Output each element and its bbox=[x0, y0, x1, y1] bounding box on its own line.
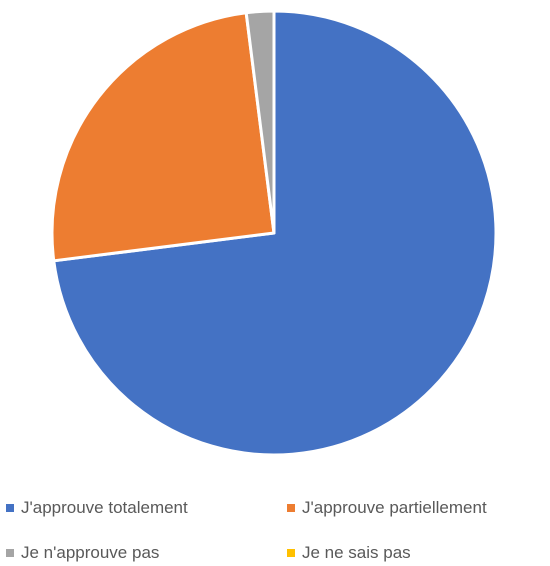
legend-label-dont-know: Je ne sais pas bbox=[302, 543, 411, 562]
slice-approve-partially bbox=[50, 11, 276, 263]
legend-item-approve-totally: J'approuve totalement bbox=[6, 496, 188, 520]
slice-disapprove bbox=[244, 9, 276, 235]
legend-item-disapprove: Je n'approuve pas bbox=[6, 541, 159, 565]
chart-legend: J'approuve totalement J'approuve partiel… bbox=[0, 490, 550, 566]
legend-label-approve-partially: J'approuve partiellement bbox=[302, 498, 487, 517]
legend-label-disapprove: Je n'approuve pas bbox=[21, 543, 160, 562]
legend-swatch-approve-partially bbox=[287, 504, 295, 512]
legend-label-approve-totally: J'approuve totalement bbox=[21, 498, 188, 517]
legend-swatch-approve-totally bbox=[6, 504, 14, 512]
legend-swatch-dont-know bbox=[287, 549, 295, 557]
legend-item-dont-know: Je ne sais pas bbox=[287, 541, 411, 565]
legend-item-approve-partially: J'approuve partiellement bbox=[287, 496, 487, 520]
pie-plot-area bbox=[50, 9, 498, 457]
legend-swatch-disapprove bbox=[6, 549, 14, 557]
